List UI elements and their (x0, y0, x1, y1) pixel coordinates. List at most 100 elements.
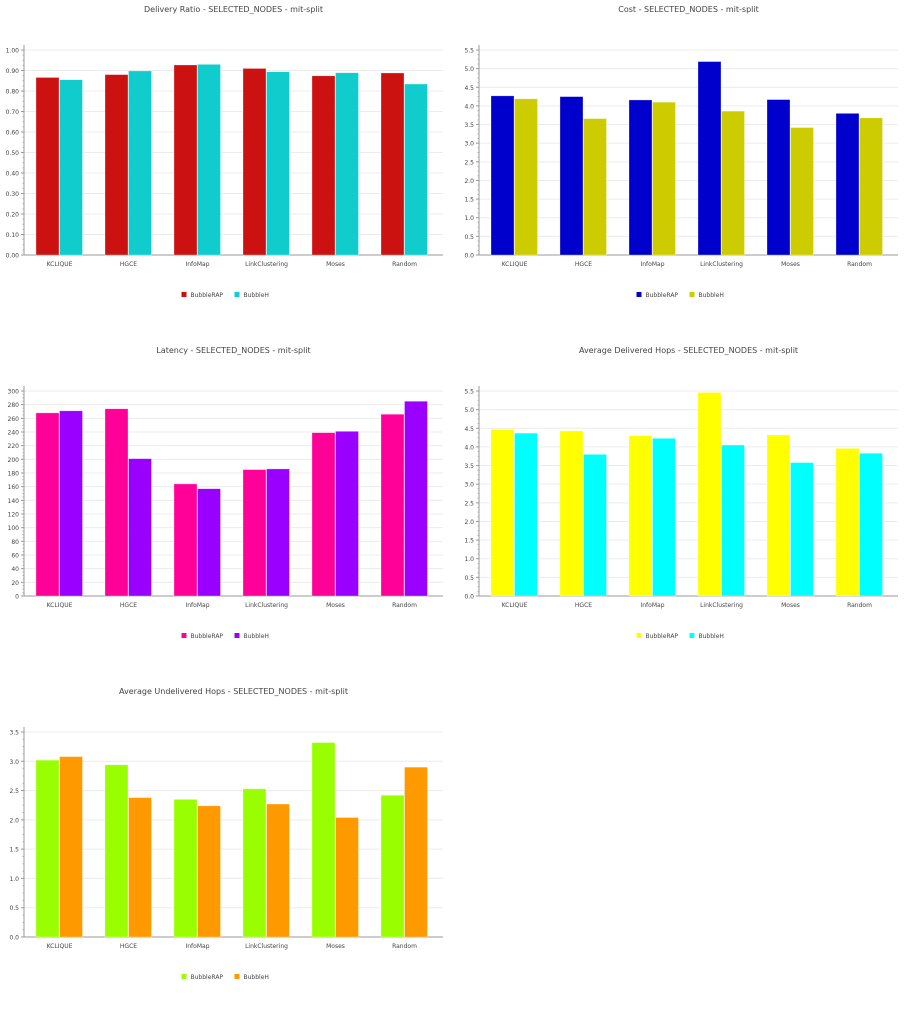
bar-bubbleh-infomap (197, 64, 221, 256)
bar-bubblerap-random (835, 113, 860, 256)
y-tick-label: 180 (8, 471, 20, 478)
y-tick-label: 3.0 (9, 759, 19, 766)
x-tick-label: Moses (326, 261, 345, 268)
bar-bubblerap-moses (766, 99, 791, 256)
x-tick-label: HGCE (120, 602, 137, 609)
x-tick-label: Random (392, 261, 417, 268)
bar-bubblerap-linkclustering (242, 469, 267, 597)
x-tick-label: KCLIQUE (47, 943, 73, 950)
x-tick-label: LinkClustering (245, 261, 288, 268)
bar-bubbleh-linkclustering (721, 110, 745, 256)
x-tick-label: Random (392, 943, 417, 950)
bar-bubblerap-moses (311, 742, 336, 938)
bar-bubbleh-linkclustering (266, 71, 290, 256)
bar-bubblerap-kclique (35, 759, 60, 938)
bar-bubbleh-kclique (514, 432, 538, 597)
legend-swatch (234, 974, 240, 979)
y-tick-label: 220 (8, 443, 20, 450)
chart-cost: Cost - SELECTED_NODES - mit-split 0.0 0.5 1… (455, 0, 907, 340)
chart-latency: Latency - SELECTED_NODES - mit-split 0 20 4… (0, 341, 453, 681)
bar-bubbleh-moses (335, 817, 359, 938)
y-tick-label: 240 (8, 430, 20, 437)
y-tick-label: 40 (11, 566, 19, 573)
bar-bubblerap-kclique (490, 429, 515, 597)
y-tick-label: 80 (11, 539, 19, 546)
y-tick-label: 2.5 (464, 500, 474, 507)
bar-bubblerap-linkclustering (697, 61, 722, 256)
y-tick-label: 5.0 (464, 66, 474, 73)
x-tick-label: KCLIQUE (47, 261, 73, 268)
y-tick-label: 2.0 (9, 817, 19, 824)
y-tick-label: 160 (8, 484, 20, 491)
y-tick-label: 20 (11, 580, 19, 587)
y-tick-label: 1.5 (464, 197, 474, 204)
bar-bubbleh-infomap (197, 488, 221, 597)
chart-svg: Average Undelivered Hops - SELECTED_NODE… (9, 687, 443, 981)
bar-bubblerap-hgce (104, 408, 129, 597)
y-tick-label: 260 (8, 416, 20, 423)
bar-bubbleh-moses (335, 431, 359, 597)
y-tick-label: 5.5 (464, 389, 474, 396)
x-tick-label: InfoMap (185, 602, 209, 609)
legend-swatch (689, 292, 695, 297)
x-tick-label: InfoMap (640, 261, 664, 268)
y-tick-label: 2.0 (464, 178, 474, 185)
chart-svg: Cost - SELECTED_NODES - mit-split 0.0 0.5 1… (464, 5, 898, 299)
y-tick-label: 1.5 (9, 847, 19, 854)
y-tick-label: 1.5 (464, 538, 474, 545)
bar-bubbleh-hgce (128, 458, 152, 597)
y-tick-label: 3.5 (464, 463, 474, 470)
bar-bubblerap-hgce (559, 430, 584, 597)
bar-bubbleh-linkclustering (266, 468, 290, 597)
y-tick-label: 2.5 (9, 788, 19, 795)
y-tick-label: 3.0 (464, 141, 474, 148)
bar-bubbleh-random (859, 452, 883, 597)
legend-swatch (234, 292, 240, 297)
bar-bubbleh-infomap (652, 438, 676, 597)
bar-bubbleh-random (404, 766, 428, 938)
x-tick-label: Moses (781, 261, 800, 268)
chart-delivery-ratio: Delivery Ratio - SELECTED_NODES - mit-sp… (0, 0, 453, 340)
bar-bubblerap-linkclustering (242, 788, 267, 938)
legend-swatch (689, 633, 695, 638)
x-tick-label: LinkClustering (245, 602, 288, 609)
bar-bubblerap-hgce (104, 74, 129, 256)
y-tick-label: 3.5 (9, 730, 19, 737)
y-tick-label: 3.5 (464, 122, 474, 129)
x-tick-label: Random (847, 602, 872, 609)
bar-bubblerap-infomap (628, 99, 653, 256)
x-tick-label: HGCE (575, 261, 592, 268)
chart-svg: Average Delivered Hops - SELECTED_NODES … (464, 346, 898, 640)
bar-bubbleh-hgce (128, 70, 152, 256)
chart-svg: Delivery Ratio - SELECTED_NODES - mit-sp… (6, 5, 443, 299)
bar-bubblerap-infomap (173, 799, 198, 938)
y-tick-label: 0.60 (6, 130, 20, 137)
legend-swatch (636, 633, 642, 638)
chart-average-delivered-hops: Average Delivered Hops - SELECTED_NODES … (455, 341, 907, 681)
chart-title: Cost - SELECTED_NODES - mit-split (618, 5, 759, 14)
legend: BubbleRAP BubbleH (181, 974, 269, 981)
y-tick-label: 120 (8, 512, 20, 519)
bar-bubblerap-linkclustering (697, 392, 722, 597)
bar-bubblerap-random (380, 72, 405, 256)
y-tick-label: 0.5 (464, 575, 474, 582)
legend-label: BubbleRAP (191, 292, 224, 299)
bar-bubbleh-kclique (514, 98, 538, 256)
x-tick-label: KCLIQUE (47, 602, 73, 609)
bar-bubblerap-kclique (35, 412, 60, 597)
bar-bubbleh-hgce (583, 118, 607, 256)
y-tick-label: 140 (8, 498, 20, 505)
y-tick-label: 300 (8, 389, 20, 396)
x-tick-label: InfoMap (640, 602, 664, 609)
legend-swatch (234, 633, 240, 638)
chart-title: Latency - SELECTED_NODES - mit-split (156, 346, 310, 355)
bar-bubbleh-linkclustering (266, 803, 290, 938)
y-tick-label: 1.00 (6, 48, 20, 55)
x-tick-label: KCLIQUE (502, 261, 528, 268)
legend: BubbleRAP BubbleH (181, 633, 269, 640)
legend-label: BubbleRAP (646, 292, 679, 299)
bar-bubbleh-moses (790, 127, 814, 256)
y-tick-label: 1.0 (464, 215, 474, 222)
bar-bubblerap-moses (311, 432, 336, 597)
bar-bubbleh-kclique (59, 79, 83, 256)
